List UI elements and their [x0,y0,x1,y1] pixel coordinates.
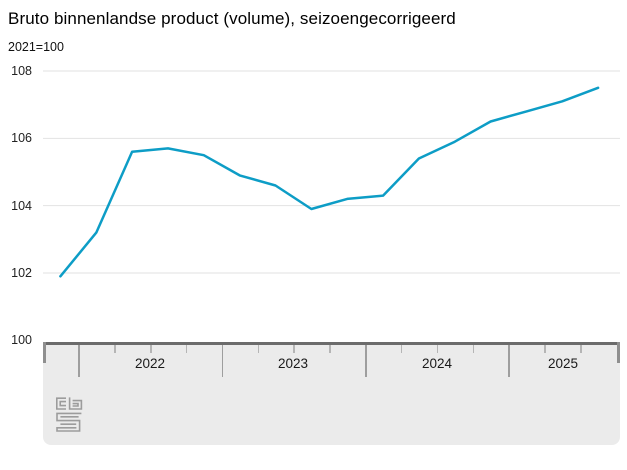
gdp-line-series[interactable] [59,86,600,278]
quarter-tick [329,345,331,353]
quarter-tick [400,345,403,353]
brush-track[interactable] [43,342,620,345]
quarter-tick [472,345,474,353]
y-tick-label: 102 [11,266,32,280]
year-tick [78,345,80,377]
y-tick-label: 106 [11,131,32,145]
year-tick [508,345,510,377]
quarter-tick [185,345,188,353]
year-label-2023: 2023 [277,356,309,371]
year-label-2022: 2022 [134,356,166,371]
year-tick [365,345,367,377]
timeline-brush[interactable]: 2022 2023 2024 2025 [43,342,620,445]
year-label-2025: 2025 [547,356,579,371]
quarter-tick [257,345,259,353]
year-tick [221,345,224,377]
quarter-tick [544,345,546,353]
y-tick-label: 104 [11,199,32,213]
page-title: Bruto binnenlandse product (volume), sei… [8,9,456,28]
cbs-logo-icon [56,397,83,432]
y-tick-label: 100 [11,333,32,347]
quarter-tick [150,345,152,353]
brush-handle-left[interactable] [43,342,46,363]
quarter-tick [436,345,439,353]
quarter-tick [580,345,582,353]
y-tick-label: 108 [11,64,32,78]
quarter-tick [293,345,295,353]
year-label-2024: 2024 [421,356,453,371]
brush-handle-right[interactable] [617,342,620,363]
unit-note: 2021=100 [8,40,64,54]
quarter-tick [114,345,116,353]
